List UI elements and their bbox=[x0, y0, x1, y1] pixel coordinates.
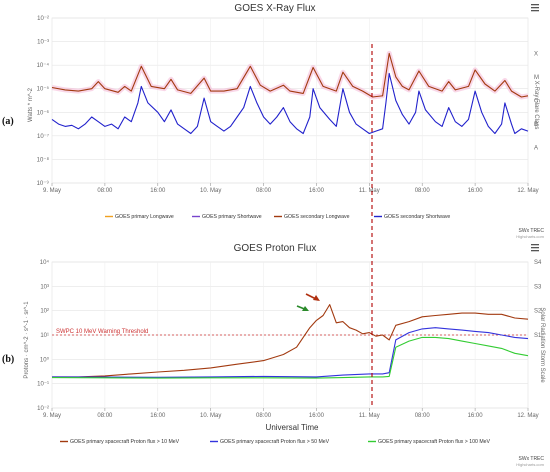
y-tick-label: 10⁻⁵ bbox=[37, 86, 50, 93]
x-tick-label: 12. May bbox=[517, 413, 538, 419]
panel-label-a: (a) bbox=[2, 116, 14, 127]
y-tick-label: 10⁰ bbox=[40, 356, 50, 363]
series-line bbox=[51, 72, 529, 135]
proton-panel: GOES Proton Flux 10⁴ 10³ 10² 10¹ 10⁰ 10⁻¹ 10⁻²… bbox=[2, 243, 545, 467]
proton-credit-sub: Highcharts.com bbox=[516, 462, 544, 467]
class-label: X bbox=[534, 51, 538, 57]
xray-y-axis-label: Watts * m^-2 bbox=[28, 87, 34, 122]
proton-legend: GOES primary spacecraft Proton flux > 10… bbox=[60, 439, 491, 445]
green-arrow-head-icon bbox=[302, 306, 309, 311]
y-tick-label: 10³ bbox=[40, 284, 49, 290]
xray-right-axis-label: X-Ray Flare Class bbox=[533, 81, 539, 130]
xray-x-ticks: 9. May 08:00 16:00 10. May 08:00 16:00 11. May… bbox=[43, 183, 539, 194]
x-tick-label: 16:00 bbox=[150, 413, 166, 419]
class-label: C bbox=[534, 99, 539, 105]
x-tick-label: 10. May bbox=[200, 188, 221, 194]
xray-series bbox=[51, 50, 529, 135]
x-tick-label: 08:00 bbox=[415, 413, 431, 419]
xray-legend: GOES primary Longwave GOES primary Shortw… bbox=[105, 214, 450, 220]
x-tick-label: 08:00 bbox=[97, 188, 113, 194]
y-tick-label: 10⁴ bbox=[40, 259, 50, 266]
series-line bbox=[51, 327, 529, 378]
legend-item[interactable]: GOES primary Longwave bbox=[115, 214, 174, 220]
y-tick-label: 10⁻⁶ bbox=[37, 109, 50, 116]
red-arrow-head-icon bbox=[313, 295, 320, 301]
hamburger-icon[interactable] bbox=[531, 244, 539, 252]
xray-credit: SWx TREC bbox=[519, 228, 545, 234]
class-label: S3 bbox=[534, 284, 542, 290]
y-tick-label: 10⁻⁴ bbox=[37, 62, 50, 69]
legend-item[interactable]: GOES primary spacecraft Proton flux > 50… bbox=[220, 439, 330, 445]
proton-right-axis-label: Solar Radiation Storm Scale bbox=[539, 307, 545, 383]
x-tick-label: 11. May bbox=[359, 413, 380, 419]
y-tick-label: 10⁻⁹ bbox=[37, 180, 50, 187]
proton-series bbox=[51, 304, 529, 379]
class-label: S4 bbox=[534, 260, 542, 266]
x-tick-label: 08:00 bbox=[256, 188, 272, 194]
series-line bbox=[52, 304, 529, 378]
class-label: S2 bbox=[534, 309, 542, 315]
y-tick-label: 10⁻² bbox=[37, 16, 49, 22]
series-line bbox=[51, 52, 529, 98]
legend-item[interactable]: GOES primary spacecraft Proton flux > 10… bbox=[378, 439, 491, 445]
proton-x-axis-label: Universal Time bbox=[266, 423, 319, 432]
x-tick-label: 08:00 bbox=[256, 413, 272, 419]
x-tick-label: 11. May bbox=[359, 188, 380, 194]
y-tick-label: 10⁻¹ bbox=[37, 382, 49, 388]
y-tick-label: 10¹ bbox=[40, 333, 49, 339]
x-tick-label: 08:00 bbox=[415, 188, 431, 194]
x-tick-label: 16:00 bbox=[468, 188, 484, 194]
proton-arrows bbox=[296, 293, 320, 311]
x-tick-label: 12. May bbox=[517, 188, 538, 194]
xray-grid bbox=[51, 17, 529, 184]
y-tick-label: 10⁻² bbox=[37, 406, 49, 412]
proton-credit: SWx TREC bbox=[519, 456, 545, 462]
legend-item[interactable]: GOES primary Shortwave bbox=[202, 214, 262, 220]
proton-y-axis-label: Protons · cm^-2 · s^-1 · sr^-1 bbox=[24, 301, 30, 379]
proton-y-ticks: 10⁴ 10³ 10² 10¹ 10⁰ 10⁻¹ 10⁻² bbox=[37, 259, 49, 412]
x-tick-label: 16:00 bbox=[309, 188, 325, 194]
xray-flare-classes: X M C B A bbox=[534, 51, 539, 151]
y-tick-label: 10⁻³ bbox=[37, 40, 49, 46]
xray-credit-sub: Highcharts.com bbox=[516, 234, 544, 239]
xray-chart-title: GOES X-Ray Flux bbox=[234, 3, 315, 14]
class-label: A bbox=[534, 146, 538, 152]
series-line bbox=[51, 336, 529, 379]
proton-storm-scale: S4 S3 S2 S1 bbox=[534, 260, 542, 339]
xray-panel: GOES X-Ray Flux 10⁻² 10⁻³ 10⁻⁴ 10⁻⁵ 10⁻⁶ 10⁻⁷… bbox=[2, 3, 545, 239]
xray-y-ticks: 10⁻² 10⁻³ 10⁻⁴ 10⁻⁵ 10⁻⁶ 10⁻⁷ 10⁻⁸ 10⁻⁹ bbox=[37, 16, 50, 187]
class-label: B bbox=[534, 122, 538, 128]
legend-item[interactable]: GOES secondary Shortwave bbox=[384, 214, 450, 220]
y-tick-label: 10⁻⁸ bbox=[37, 156, 50, 163]
proton-chart-title: GOES Proton Flux bbox=[234, 243, 317, 254]
threshold-label: SWPC 10 MeV Warning Threshold bbox=[56, 329, 148, 335]
x-tick-label: 16:00 bbox=[309, 413, 325, 419]
x-tick-label: 10. May bbox=[200, 413, 221, 419]
y-tick-label: 10⁻⁷ bbox=[37, 133, 49, 140]
x-tick-label: 16:00 bbox=[468, 413, 484, 419]
class-label: M bbox=[534, 75, 539, 81]
legend-item[interactable]: GOES secondary Longwave bbox=[284, 214, 350, 220]
x-tick-label: 16:00 bbox=[150, 188, 166, 194]
legend-item[interactable]: GOES primary spacecraft Proton flux > 10… bbox=[70, 439, 180, 445]
proton-x-ticks: 9. May 08:00 16:00 10. May 08:00 16:00 11. May… bbox=[43, 408, 539, 419]
x-tick-label: 08:00 bbox=[97, 413, 113, 419]
hamburger-icon[interactable] bbox=[531, 4, 539, 12]
class-label: S1 bbox=[534, 333, 542, 339]
panel-label-b: (b) bbox=[2, 354, 14, 365]
proton-threshold: SWPC 10 MeV Warning Threshold bbox=[52, 329, 528, 336]
x-tick-label: 9. May bbox=[43, 188, 61, 194]
x-tick-label: 9. May bbox=[43, 413, 61, 419]
y-tick-label: 10² bbox=[40, 309, 49, 315]
